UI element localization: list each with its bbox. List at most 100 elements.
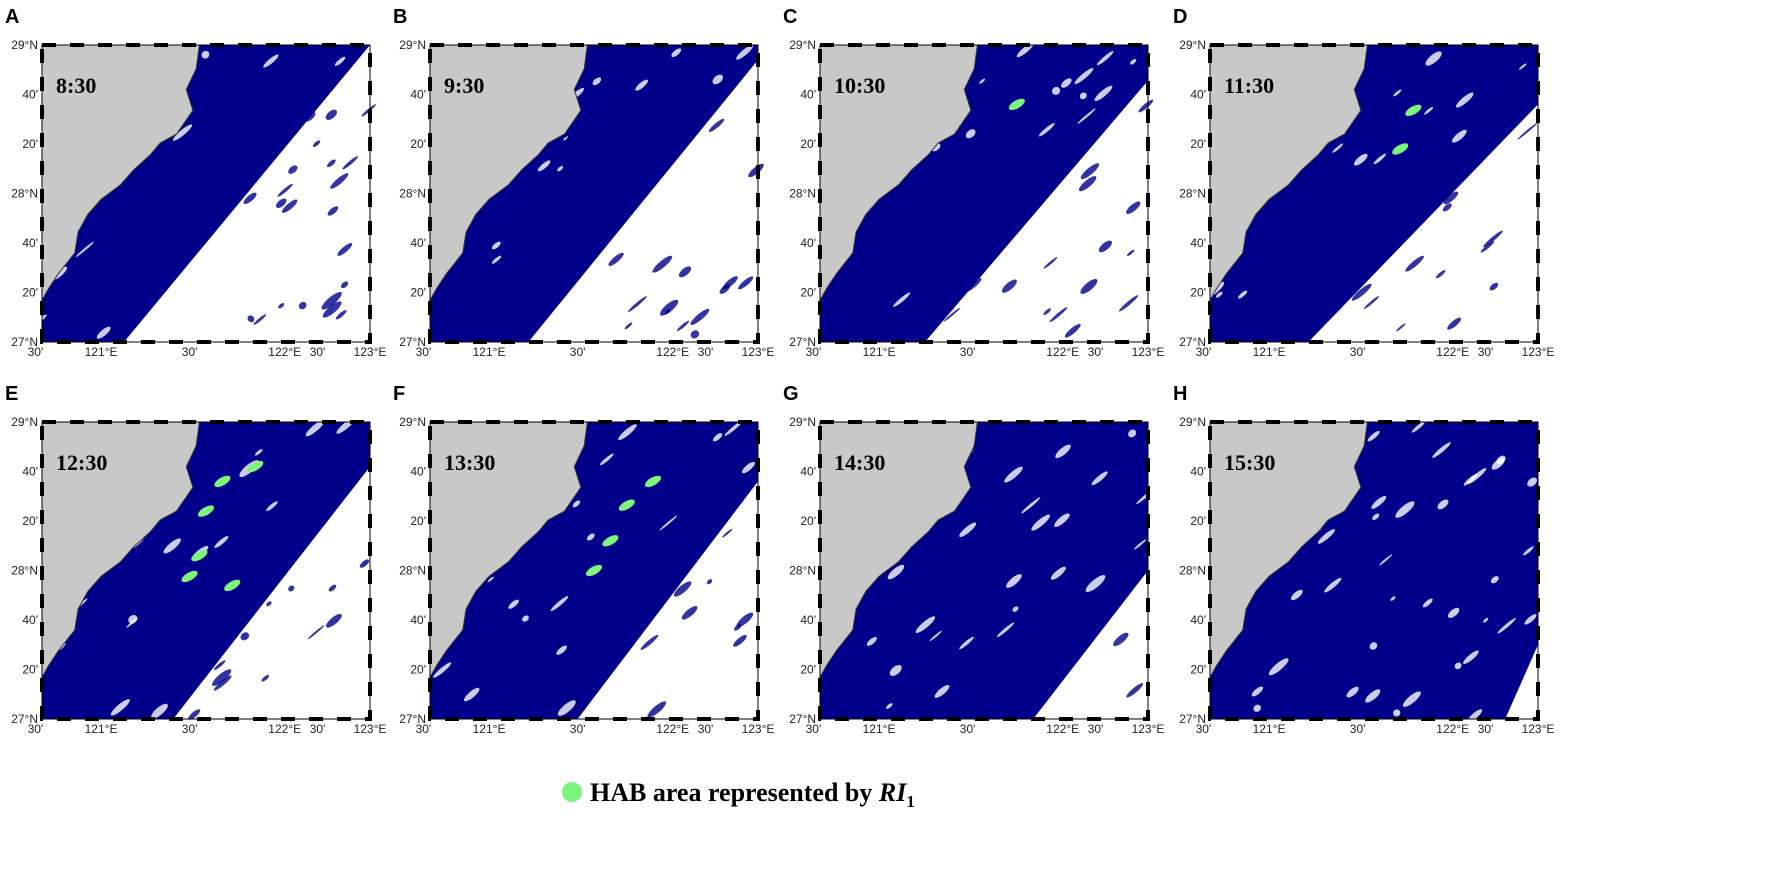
speckle — [738, 276, 754, 290]
frame-ticks — [428, 43, 760, 344]
speckle — [278, 303, 285, 309]
speckle — [1080, 163, 1100, 180]
speckle — [1042, 153, 1058, 167]
speckle — [1055, 444, 1071, 459]
speckle — [1251, 686, 1264, 697]
y-tick-label: 40' — [800, 613, 816, 627]
speckle — [1126, 683, 1144, 698]
speckle — [929, 630, 942, 642]
hab-patch — [618, 499, 635, 511]
x-tick-label: 30' — [960, 345, 976, 359]
panel-letter: C — [783, 6, 797, 28]
speckle — [605, 188, 623, 203]
speckle — [1489, 282, 1499, 291]
x-tick-label: 30' — [1478, 722, 1494, 736]
x-tick-label: 121°E — [863, 722, 896, 736]
speckle — [1517, 122, 1538, 140]
hab-patch — [191, 549, 208, 562]
speckle — [214, 536, 229, 549]
speckle — [1527, 477, 1538, 487]
speckle — [1447, 607, 1460, 618]
land — [819, 44, 978, 303]
x-tick-label: 123°E — [1522, 345, 1555, 359]
land — [429, 44, 588, 303]
speckle — [1138, 99, 1154, 113]
speckle — [628, 296, 647, 312]
speckle — [342, 156, 358, 170]
speckle — [643, 585, 663, 603]
y-tick-label: 20' — [410, 663, 426, 677]
speckle — [1078, 176, 1097, 192]
y-tick-label: 27°N — [399, 712, 426, 726]
x-tick-label: 122°E — [656, 722, 689, 736]
x-tick-label: 30' — [182, 722, 198, 736]
speckle — [1098, 240, 1112, 253]
x-tick-label: 30' — [698, 345, 714, 359]
speckle — [335, 310, 347, 320]
speckle — [1061, 78, 1072, 88]
legend-swatch — [562, 782, 582, 802]
y-tick-label: 28°N — [11, 187, 38, 201]
speckle — [572, 500, 581, 508]
speckle — [1363, 296, 1380, 309]
y-tick-label: 40' — [22, 465, 38, 479]
speckle — [599, 453, 614, 466]
speckle — [219, 606, 238, 623]
speckle — [1342, 221, 1362, 239]
speckle — [1369, 642, 1378, 650]
speckle — [1354, 153, 1368, 166]
speckle — [1373, 153, 1387, 165]
speckle — [1126, 201, 1141, 214]
speckle — [1006, 574, 1022, 588]
x-tick-label: 121°E — [473, 722, 506, 736]
speckle — [1463, 650, 1479, 664]
speckle — [1085, 574, 1106, 593]
x-tick-label: 30' — [570, 345, 586, 359]
speckle — [1371, 495, 1387, 509]
y-tick-label: 20' — [800, 663, 816, 677]
speckle — [1402, 691, 1421, 707]
speckle — [1054, 513, 1070, 527]
speckle — [491, 241, 501, 250]
speckle — [557, 700, 576, 716]
speckle — [1443, 191, 1459, 205]
x-tick-label: 123°E — [742, 345, 775, 359]
speckle — [563, 136, 569, 141]
speckle — [550, 596, 569, 612]
speckle — [1094, 85, 1113, 102]
speckle — [1317, 529, 1336, 544]
speckle — [1378, 554, 1393, 566]
speckle — [334, 56, 346, 66]
speckle — [328, 584, 337, 592]
speckle — [663, 137, 680, 152]
x-tick-label: 121°E — [85, 345, 118, 359]
speckle — [1435, 270, 1446, 279]
y-tick-label: 20' — [410, 286, 426, 300]
speckle — [266, 601, 272, 607]
speckle — [151, 703, 168, 719]
speckle — [172, 124, 193, 141]
speckle — [1332, 143, 1344, 153]
land — [41, 44, 200, 303]
hab-patch — [1008, 98, 1025, 111]
speckle — [1437, 499, 1449, 510]
speckle — [96, 326, 111, 339]
speckle — [886, 703, 893, 709]
speckle — [618, 424, 637, 441]
x-tick-label: 121°E — [85, 722, 118, 736]
speckle — [254, 449, 263, 456]
land — [429, 421, 588, 680]
speckle — [487, 576, 494, 583]
speckle — [1455, 92, 1474, 108]
land — [1209, 44, 1368, 303]
speckle — [965, 278, 982, 292]
speckle — [1523, 546, 1534, 556]
speckle — [592, 77, 602, 86]
speckle — [1043, 257, 1058, 269]
speckle — [1454, 662, 1462, 670]
frame-ticks — [818, 420, 1150, 721]
